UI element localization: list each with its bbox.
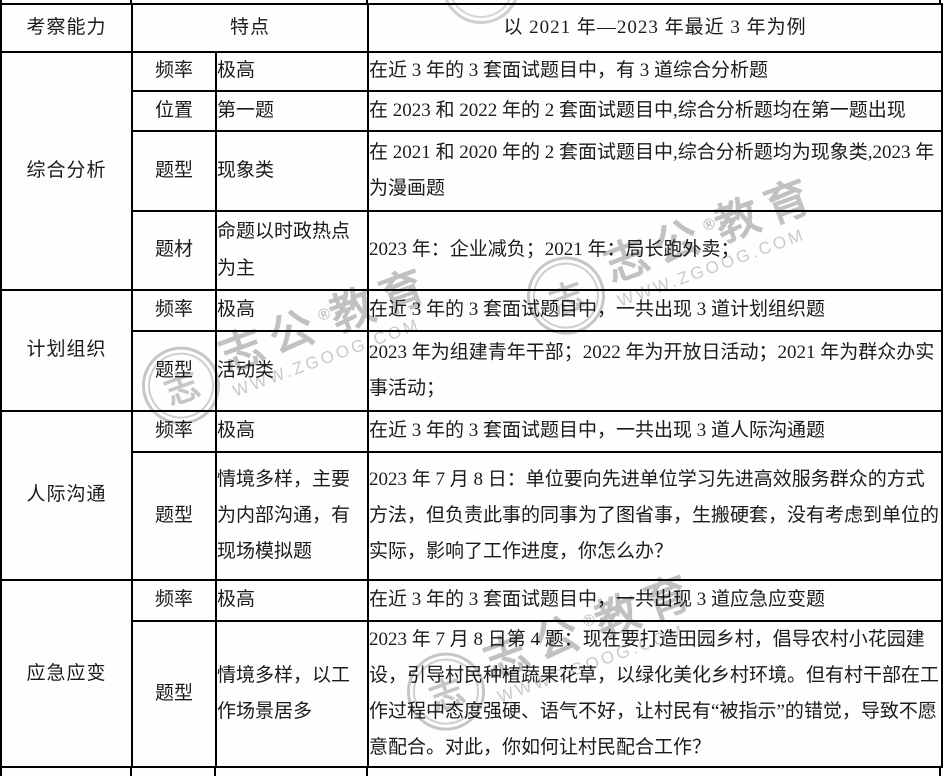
table-row: 综合分析 频率 极高 在近 3 年的 3 套面试题目中，有 3 道综合分析题 <box>0 51 943 291</box>
row-feature: 极高 <box>214 289 370 332</box>
row-feature: 情境多样，主要为内部沟通，有现场模拟题 <box>214 451 370 581</box>
row-feature: 极高 <box>214 579 370 622</box>
row-example: 在近 3 年的 3 套面试题目中，有 3 道综合分析题 <box>367 51 943 92</box>
row-feature: 情境多样，以工作场景居多 <box>214 619 370 769</box>
row-example: 2023 年为组建青年干部；2022 年为开放日活动；2021 年为群众办实事活… <box>367 330 943 412</box>
table-gridline <box>214 766 216 776</box>
header-ability: 考察能力 <box>0 3 133 53</box>
row-feature: 极高 <box>214 51 370 92</box>
row-feature: 命题以时政热点为主 <box>214 210 370 291</box>
table-row: 人际沟通 频率 极高 在近 3 年的 3 套面试题目中，一共出现 3 道人际沟通… <box>0 410 943 581</box>
row-example: 2023 年 7 月 8 日第 4 题：现在要打造田园乡村，倡导农村小花园建设，… <box>367 619 943 769</box>
table-gridline <box>130 766 132 776</box>
ability-yingjiyingbian: 应急应变 <box>0 578 133 769</box>
header-feature: 特点 <box>130 3 370 53</box>
row-label: 位置 <box>131 90 217 132</box>
ability-analysis-table: 考察能力 特点 以 2021 年—2023 年最近 3 年为例 综合分析 频率 … <box>0 3 943 769</box>
row-example: 在 2021 和 2020 年的 2 套面试题目中,综合分析题均为现象类,202… <box>367 130 943 212</box>
row-label: 题型 <box>131 451 217 581</box>
row-label: 频率 <box>131 289 217 332</box>
table-row: 应急应变 频率 极高 在近 3 年的 3 套面试题目中，一共出现 3 道应急应变… <box>0 578 943 769</box>
row-label: 频率 <box>131 410 217 453</box>
row-label: 题型 <box>131 619 217 769</box>
row-label: 题型 <box>131 330 217 412</box>
table-gridline <box>0 0 2 4</box>
table-gridline <box>939 766 941 776</box>
table-gridline <box>366 766 368 776</box>
table-gridline <box>0 766 2 776</box>
table-gridline <box>366 0 368 4</box>
table-row: 题型 情境多样，主要为内部沟通，有现场模拟题 2023 年 7 月 8 日：单位… <box>1 451 943 581</box>
row-example: 在 2023 和 2022 年的 2 套面试题目中,综合分析题均在第一题出现 <box>367 90 943 132</box>
table-row: 题型 情境多样，以工作场景居多 2023 年 7 月 8 日第 4 题：现在要打… <box>1 619 943 769</box>
row-label: 题型 <box>131 130 217 212</box>
ability-zonghefenxi: 综合分析 <box>0 51 133 291</box>
row-feature: 现象类 <box>214 130 370 212</box>
row-feature: 第一题 <box>214 90 370 132</box>
row-example: 在近 3 年的 3 套面试题目中，一共出现 3 道人际沟通题 <box>367 410 943 453</box>
table-row: 计划组织 频率 极高 在近 3 年的 3 套面试题目中，一共出现 3 道计划组织… <box>0 289 943 412</box>
row-feature: 极高 <box>214 410 370 453</box>
row-example: 2023 年 7 月 8 日：单位要向先进单位学习先进高效服务群众的方式方法，但… <box>367 451 943 581</box>
table-gridline <box>130 0 132 4</box>
table-row: 题型 活动类 2023 年为组建青年干部；2022 年为开放日活动；2021 年… <box>1 330 943 412</box>
row-example: 在近 3 年的 3 套面试题目中，一共出现 3 道计划组织题 <box>367 289 943 332</box>
ability-jihuazuzhi: 计划组织 <box>0 289 133 412</box>
row-label: 题材 <box>131 210 217 291</box>
table-row: 题材 命题以时政热点为主 2023 年：企业减负；2021 年：局长跑外卖； <box>1 210 943 291</box>
row-label: 频率 <box>131 579 217 622</box>
table-header-row: 考察能力 特点 以 2021 年—2023 年最近 3 年为例 <box>0 3 943 53</box>
row-label: 频率 <box>131 51 217 92</box>
table-gridline <box>939 0 941 4</box>
row-example: 在近 3 年的 3 套面试题目中，一共出现 3 道应急应变题 <box>367 579 943 622</box>
table-row: 题型 现象类 在 2021 和 2020 年的 2 套面试题目中,综合分析题均为… <box>1 130 943 212</box>
row-feature: 活动类 <box>214 330 370 412</box>
row-example: 2023 年：企业减负；2021 年：局长跑外卖； <box>367 210 943 291</box>
ability-renjigoutong: 人际沟通 <box>0 410 133 581</box>
table-row: 位置 第一题 在 2023 和 2022 年的 2 套面试题目中,综合分析题均在… <box>1 90 943 132</box>
header-example: 以 2021 年—2023 年最近 3 年为例 <box>367 3 943 53</box>
